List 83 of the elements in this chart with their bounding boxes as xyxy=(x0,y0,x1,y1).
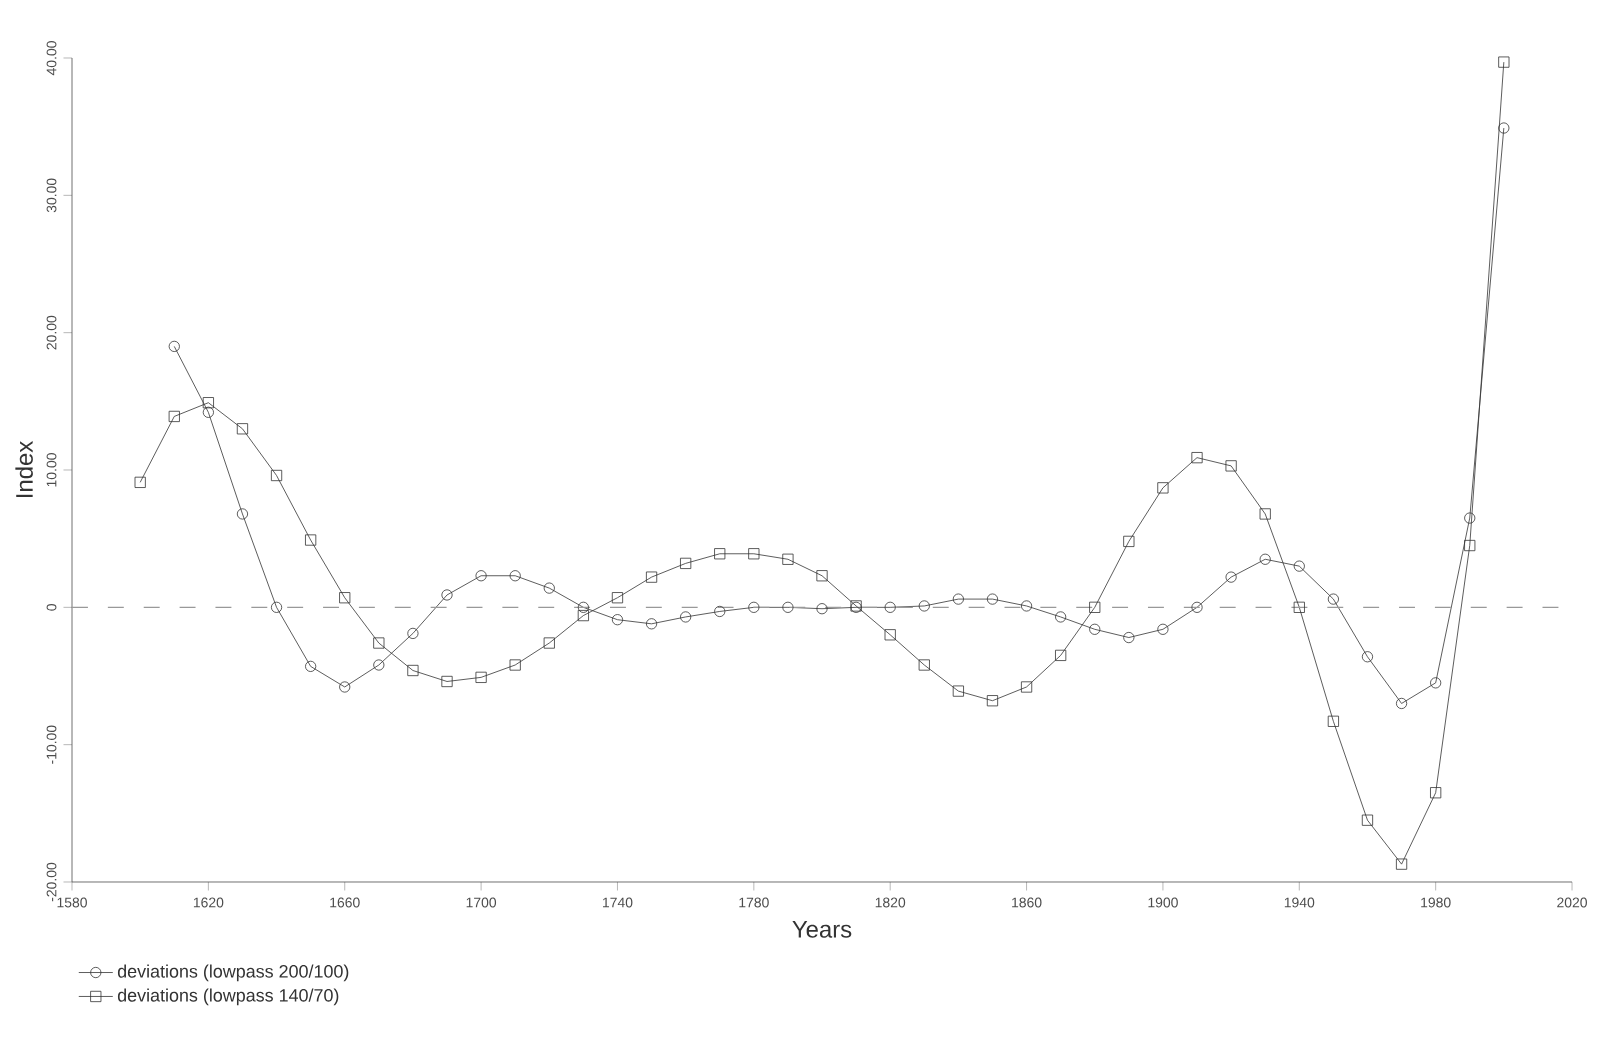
point xyxy=(407,664,419,677)
point xyxy=(509,570,521,582)
point xyxy=(168,340,180,352)
point xyxy=(202,406,214,418)
point xyxy=(782,553,794,565)
point xyxy=(748,548,760,560)
point xyxy=(1089,623,1101,635)
point xyxy=(373,659,385,671)
point xyxy=(611,614,624,626)
point xyxy=(270,469,283,482)
point xyxy=(1123,535,1135,547)
point xyxy=(1157,623,1169,635)
point xyxy=(1123,631,1135,644)
point xyxy=(1191,452,1203,464)
point xyxy=(543,582,555,594)
point xyxy=(339,592,351,604)
point xyxy=(782,601,794,613)
point xyxy=(884,629,896,641)
point xyxy=(1259,553,1271,565)
point xyxy=(816,570,828,582)
point xyxy=(407,627,419,639)
point xyxy=(952,685,964,697)
legend-label: deviations (lowpass 200/100) xyxy=(117,964,349,982)
point xyxy=(509,659,521,671)
point xyxy=(441,675,453,688)
point xyxy=(952,593,964,605)
point xyxy=(236,508,249,520)
point xyxy=(1430,677,1442,689)
point xyxy=(1361,651,1374,663)
point xyxy=(134,476,146,488)
point xyxy=(1327,593,1339,605)
point xyxy=(748,601,760,613)
point xyxy=(1089,601,1101,613)
point xyxy=(1464,539,1476,552)
point xyxy=(305,534,317,546)
point xyxy=(543,637,555,649)
point xyxy=(1327,715,1339,727)
point xyxy=(1464,512,1476,524)
point xyxy=(1055,611,1067,623)
point xyxy=(1259,508,1271,520)
point xyxy=(1293,560,1305,572)
point xyxy=(441,589,453,601)
point xyxy=(1225,571,1237,583)
point xyxy=(1293,601,1305,613)
point xyxy=(270,601,283,613)
point xyxy=(816,603,828,615)
point xyxy=(475,671,487,683)
point xyxy=(645,571,658,583)
point xyxy=(884,601,896,613)
point xyxy=(714,605,726,618)
point xyxy=(680,611,692,623)
point xyxy=(168,410,180,423)
legend-label: deviations (lowpass 140/70) xyxy=(117,988,339,1006)
point xyxy=(1157,482,1169,494)
point xyxy=(1395,697,1408,710)
point xyxy=(918,600,930,612)
point xyxy=(1395,858,1408,870)
point xyxy=(236,423,249,435)
point xyxy=(1361,814,1374,826)
point xyxy=(305,660,317,672)
point xyxy=(680,557,692,569)
point xyxy=(202,397,214,409)
point xyxy=(1225,460,1237,472)
point xyxy=(373,637,385,649)
point xyxy=(339,681,351,693)
point xyxy=(577,601,589,613)
point xyxy=(1191,601,1203,613)
point xyxy=(1020,681,1033,693)
point xyxy=(1430,787,1442,799)
y-axis-title: Index xyxy=(15,441,33,498)
point xyxy=(475,570,487,582)
point xyxy=(714,548,726,560)
point xyxy=(645,618,658,630)
point xyxy=(577,609,589,622)
point xyxy=(986,593,999,605)
point xyxy=(1498,122,1510,134)
point xyxy=(986,695,999,707)
point xyxy=(918,659,930,671)
point xyxy=(1020,600,1033,612)
point xyxy=(1498,56,1510,68)
point xyxy=(1055,649,1067,661)
point xyxy=(611,592,624,604)
x-axis-title: Years xyxy=(792,921,852,938)
